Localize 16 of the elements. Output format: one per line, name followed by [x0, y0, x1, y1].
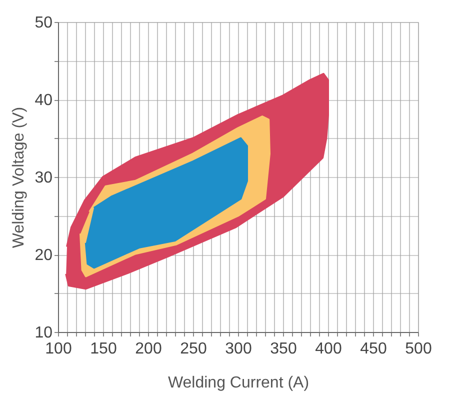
y-tick-label: 20: [34, 247, 53, 264]
x-tick-label: 450: [360, 340, 387, 358]
x-tick-label: 300: [225, 340, 252, 358]
x-tick-label: 500: [405, 340, 432, 358]
y-axis-title: Welding Voltage (V): [10, 106, 28, 248]
x-tick-label: 100: [45, 340, 72, 358]
x-axis-title: Welding Current (A): [168, 374, 310, 392]
x-tick-label: 250: [180, 340, 207, 358]
y-tick-label: 50: [34, 14, 53, 32]
y-tick-label: 10: [34, 324, 53, 342]
x-tick-label: 200: [135, 340, 162, 358]
y-tick-label: 40: [34, 92, 53, 109]
y-tick-label: 30: [34, 170, 53, 186]
x-tick-label: 350: [270, 340, 297, 358]
x-tick-label: 400: [315, 340, 342, 358]
x-tick-label: 150: [90, 340, 117, 358]
